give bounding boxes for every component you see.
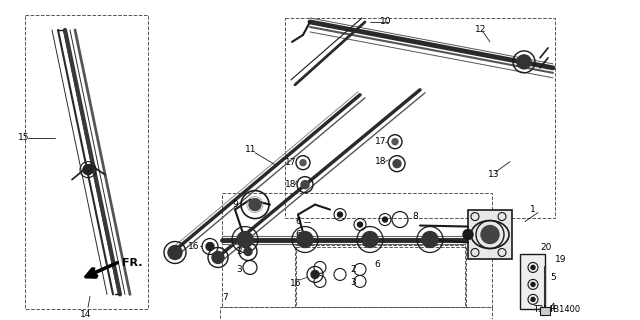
- Text: 8: 8: [412, 212, 418, 221]
- Circle shape: [297, 232, 313, 247]
- Text: 5: 5: [550, 273, 556, 282]
- Text: 4: 4: [550, 303, 556, 312]
- Bar: [285, 18, 555, 218]
- Bar: [468, 210, 512, 260]
- Circle shape: [249, 199, 261, 211]
- Text: 16: 16: [188, 242, 200, 251]
- Text: 2: 2: [236, 247, 242, 256]
- Circle shape: [168, 245, 182, 260]
- Text: 14: 14: [80, 310, 92, 319]
- Circle shape: [517, 55, 531, 69]
- Circle shape: [301, 180, 309, 188]
- Circle shape: [300, 160, 306, 166]
- Circle shape: [237, 232, 253, 247]
- Circle shape: [393, 160, 401, 168]
- Circle shape: [358, 222, 362, 227]
- Circle shape: [337, 212, 342, 217]
- Bar: [220, 308, 492, 320]
- Bar: [222, 193, 492, 308]
- Circle shape: [362, 232, 378, 247]
- Bar: [296, 247, 466, 308]
- Text: 3: 3: [350, 278, 356, 287]
- Bar: [295, 244, 465, 308]
- Text: 9: 9: [232, 200, 237, 209]
- Text: T3L4B1400: T3L4B1400: [533, 305, 580, 314]
- Text: 2: 2: [350, 265, 356, 274]
- Text: 19: 19: [555, 255, 566, 264]
- Circle shape: [392, 139, 398, 145]
- Text: 17: 17: [375, 137, 387, 146]
- Text: 18: 18: [285, 180, 296, 189]
- Text: FR.: FR.: [122, 259, 143, 268]
- Text: 20: 20: [540, 243, 552, 252]
- Text: 13: 13: [488, 170, 499, 179]
- Circle shape: [531, 283, 535, 286]
- Circle shape: [83, 165, 93, 175]
- Text: 6: 6: [295, 230, 301, 239]
- Text: 11: 11: [245, 145, 257, 154]
- Circle shape: [481, 226, 499, 244]
- Circle shape: [422, 232, 438, 247]
- Text: 6: 6: [374, 260, 380, 269]
- Text: 12: 12: [475, 25, 486, 35]
- Circle shape: [212, 252, 224, 263]
- Circle shape: [244, 247, 252, 255]
- Circle shape: [531, 297, 535, 301]
- Text: 16: 16: [290, 279, 301, 288]
- Text: 1: 1: [530, 205, 536, 214]
- Circle shape: [206, 243, 214, 251]
- Circle shape: [311, 270, 319, 278]
- Circle shape: [463, 229, 473, 239]
- Text: 18: 18: [375, 157, 387, 166]
- Text: 15: 15: [18, 133, 29, 142]
- Polygon shape: [520, 254, 545, 309]
- Text: 7: 7: [222, 293, 228, 302]
- Circle shape: [531, 266, 535, 269]
- Text: 10: 10: [380, 18, 392, 27]
- Circle shape: [383, 217, 387, 222]
- Text: 6: 6: [295, 217, 301, 226]
- Bar: [540, 308, 550, 315]
- Text: 3: 3: [236, 265, 242, 274]
- Bar: [25, 15, 148, 309]
- Text: 17: 17: [285, 158, 296, 167]
